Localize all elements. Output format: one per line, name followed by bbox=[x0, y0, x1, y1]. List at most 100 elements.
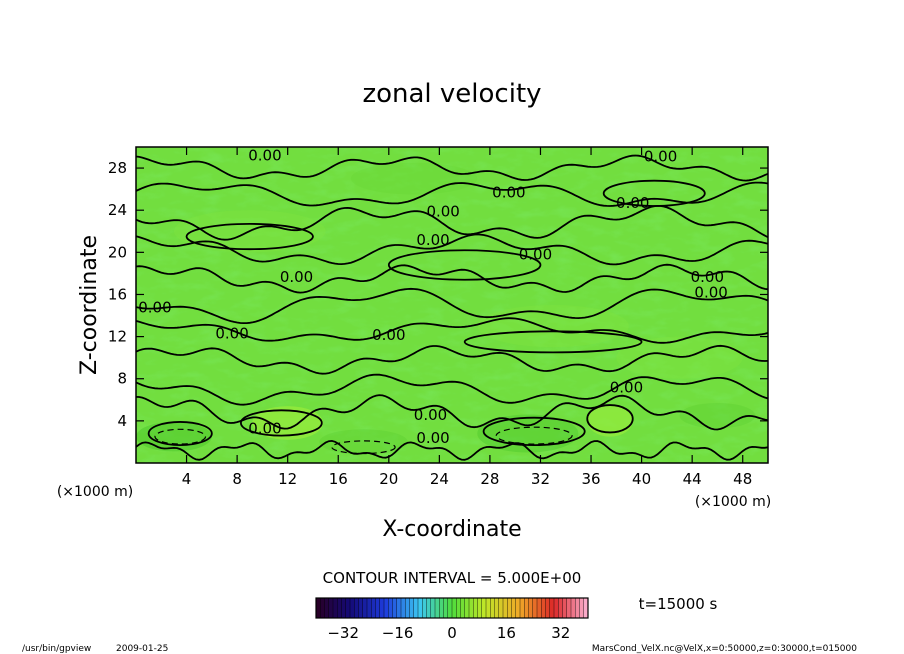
colorbar-cell bbox=[320, 598, 325, 618]
colorbar-cell bbox=[337, 598, 342, 618]
colorbar-cell bbox=[341, 598, 347, 618]
x-axis-label: X-coordinate bbox=[382, 517, 521, 542]
shade-patch bbox=[477, 305, 629, 348]
contour-label: 0.00 bbox=[610, 378, 643, 396]
colorbar-cell bbox=[541, 598, 546, 618]
colorbar bbox=[315, 597, 589, 619]
contour-line bbox=[136, 317, 768, 344]
footer-program: /usr/bin/gpview bbox=[22, 644, 91, 654]
colorbar-tick-label: 32 bbox=[551, 624, 570, 642]
x-axis-ticks: 4 8 12 16 20 24 28 32 36 40 44 48 bbox=[182, 147, 752, 488]
colorbar-cell bbox=[328, 598, 334, 618]
colorbar-cell bbox=[439, 598, 444, 618]
y-tick-label: 4 bbox=[117, 412, 127, 430]
colorbar-cell bbox=[460, 598, 466, 618]
colorbar-cell bbox=[388, 598, 393, 618]
shade-patch bbox=[252, 406, 324, 440]
shade-patch bbox=[319, 429, 408, 455]
contour-label: 0.00 bbox=[372, 326, 405, 344]
x-tick-label: 32 bbox=[531, 470, 550, 488]
plot-frame bbox=[135, 146, 769, 464]
contour-loop bbox=[387, 249, 542, 281]
colorbar-cell bbox=[520, 598, 525, 618]
contour-label: 0.00 bbox=[644, 148, 677, 166]
contour-line bbox=[136, 373, 768, 406]
x-tick-label: 20 bbox=[379, 470, 398, 488]
colorbar-cell bbox=[515, 598, 521, 618]
contour-interval-text: CONTOUR INTERVAL = 5.000E+00 bbox=[323, 569, 582, 587]
colorbar-cell bbox=[367, 598, 372, 618]
colorbar-cell bbox=[469, 598, 474, 618]
x-tick-label: 4 bbox=[182, 470, 192, 488]
contour-labels: 0.00 0.00 0.00 0.00 0.00 0.00 0.00 0.00 0.00 0.00… bbox=[138, 147, 728, 447]
colorbar-cell bbox=[575, 598, 580, 618]
colorbar-cell bbox=[562, 598, 568, 618]
y-tick-label: 16 bbox=[108, 285, 127, 303]
contour-label: 0.00 bbox=[416, 231, 449, 249]
contour-label: 0.00 bbox=[416, 429, 449, 447]
contour-loop bbox=[463, 330, 643, 354]
colorbar-frame bbox=[315, 597, 589, 619]
colorbar-cell bbox=[464, 598, 470, 618]
colorbar-cell bbox=[507, 598, 512, 618]
colorbar-cell bbox=[537, 598, 542, 618]
colorbar-tick-labels: −32 −16 0 16 32 bbox=[327, 624, 570, 642]
y-axis-unit: (×1000 m) bbox=[57, 484, 133, 500]
contour-label: 0.00 bbox=[138, 298, 171, 316]
colorbar-cell bbox=[384, 598, 389, 618]
colorbar-cell bbox=[477, 598, 483, 618]
colorbar-cell bbox=[558, 598, 563, 618]
colorbar-cell bbox=[579, 598, 585, 618]
colorbar-cell bbox=[426, 598, 432, 618]
x-tick-label: 44 bbox=[683, 470, 702, 488]
colorbar-cell bbox=[435, 598, 440, 618]
contour-label: 0.00 bbox=[519, 246, 552, 264]
colorbar-cell bbox=[498, 598, 504, 618]
colorbar-cell bbox=[418, 598, 423, 618]
contour-label: 0.00 bbox=[492, 184, 525, 202]
colorbar-cell bbox=[503, 598, 508, 618]
contour-lines bbox=[136, 154, 768, 461]
contour-label: 0.00 bbox=[280, 268, 313, 286]
x-tick-label: 16 bbox=[329, 470, 348, 488]
colorbar-cell bbox=[371, 598, 376, 618]
contour-loop-negative bbox=[495, 426, 573, 445]
contour-loop bbox=[602, 179, 706, 207]
contour-loop bbox=[482, 416, 586, 446]
colorbar-cell bbox=[333, 598, 338, 618]
colorbar-cell bbox=[354, 598, 359, 618]
colorbar-cell bbox=[452, 598, 457, 618]
colorbar-cell bbox=[316, 598, 321, 618]
contour-line bbox=[136, 233, 768, 266]
colorbar-cell bbox=[473, 598, 478, 618]
colorbar-cell bbox=[447, 598, 453, 618]
colorbar-cell bbox=[549, 598, 555, 618]
colorbar-cell bbox=[396, 598, 402, 618]
colorbar-cell bbox=[413, 598, 419, 618]
colorbar-cell bbox=[345, 598, 351, 618]
plot-area: 0.00 0.00 0.00 0.00 0.00 0.00 0.00 0.00 0.00 0.00… bbox=[108, 146, 769, 488]
x-tick-label: 24 bbox=[430, 470, 449, 488]
shade-patch bbox=[136, 421, 212, 452]
footer-source: MarsCond_VelX.nc@VelX,x=0:50000,z=0:3000… bbox=[592, 644, 857, 654]
contour-line bbox=[136, 287, 768, 324]
colorbar-cell bbox=[490, 598, 495, 618]
contour-label: 0.00 bbox=[414, 406, 447, 424]
y-tick-label: 24 bbox=[108, 201, 127, 219]
colorbar-cell bbox=[324, 598, 330, 618]
y-tick-label: 20 bbox=[108, 243, 127, 261]
colorbar-cell bbox=[571, 598, 576, 618]
colorbar-cell bbox=[532, 598, 538, 618]
x-tick-label: 12 bbox=[278, 470, 297, 488]
contour-label: 0.00 bbox=[426, 203, 459, 221]
time-label: t=15000 s bbox=[639, 595, 718, 613]
contour-label: 0.00 bbox=[694, 284, 727, 302]
colorbar-cell bbox=[430, 598, 436, 618]
shade-patch bbox=[587, 405, 633, 437]
colorbar-cell bbox=[362, 598, 368, 618]
x-tick-label: 36 bbox=[581, 470, 600, 488]
shade-patch bbox=[679, 402, 756, 429]
colorbar-cell bbox=[409, 598, 415, 618]
colorbar-cell bbox=[443, 598, 449, 618]
colorbar-tick-label: 0 bbox=[447, 624, 457, 642]
